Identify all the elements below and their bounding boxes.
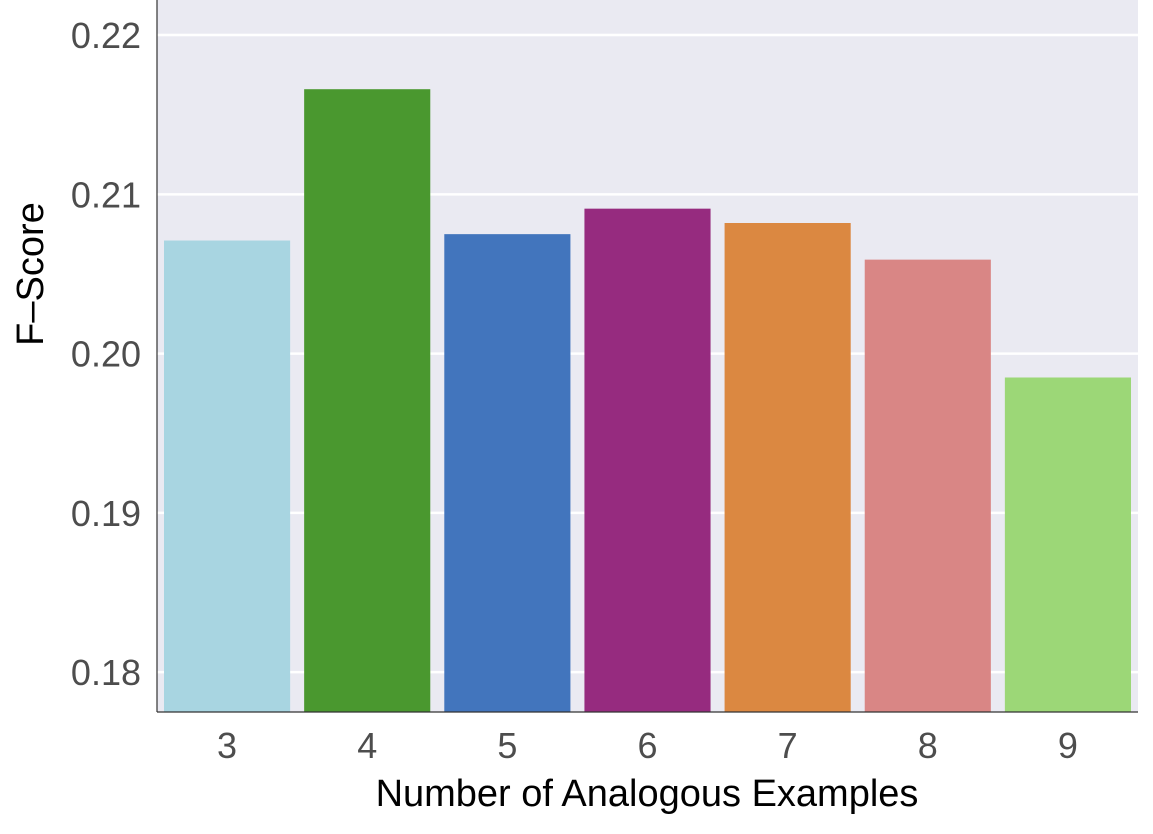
x-tick-label: 6	[637, 725, 657, 766]
y-tick-label: 0.21	[71, 174, 141, 215]
bar-5	[444, 234, 571, 712]
y-tick-labels: 0.18 0.19 0.20 0.21 0.22	[71, 15, 141, 693]
x-tick-label: 4	[357, 725, 377, 766]
x-tick-label: 3	[217, 725, 237, 766]
bars	[164, 89, 1131, 713]
y-axis-title: F–Score	[10, 202, 52, 346]
x-tick-label: 8	[918, 725, 938, 766]
x-tick-labels: 3 4 5 6 7 8 9	[217, 725, 1078, 766]
bar-6	[584, 208, 711, 713]
x-tick-label: 7	[778, 725, 798, 766]
y-tick-label: 0.18	[71, 652, 141, 693]
axes	[156, 0, 1138, 713]
bar-4	[304, 89, 431, 713]
bar-3	[164, 240, 291, 712]
bar-9	[1004, 377, 1131, 712]
bar-7	[724, 222, 851, 713]
y-tick-label: 0.19	[71, 493, 141, 534]
x-axis-title: Number of Analogous Examples	[376, 773, 919, 815]
x-tick-label: 5	[497, 725, 517, 766]
y-tick-label: 0.22	[71, 15, 141, 56]
x-tick-label: 9	[1058, 725, 1078, 766]
bar-8	[864, 259, 991, 712]
y-tick-label: 0.20	[71, 334, 141, 375]
